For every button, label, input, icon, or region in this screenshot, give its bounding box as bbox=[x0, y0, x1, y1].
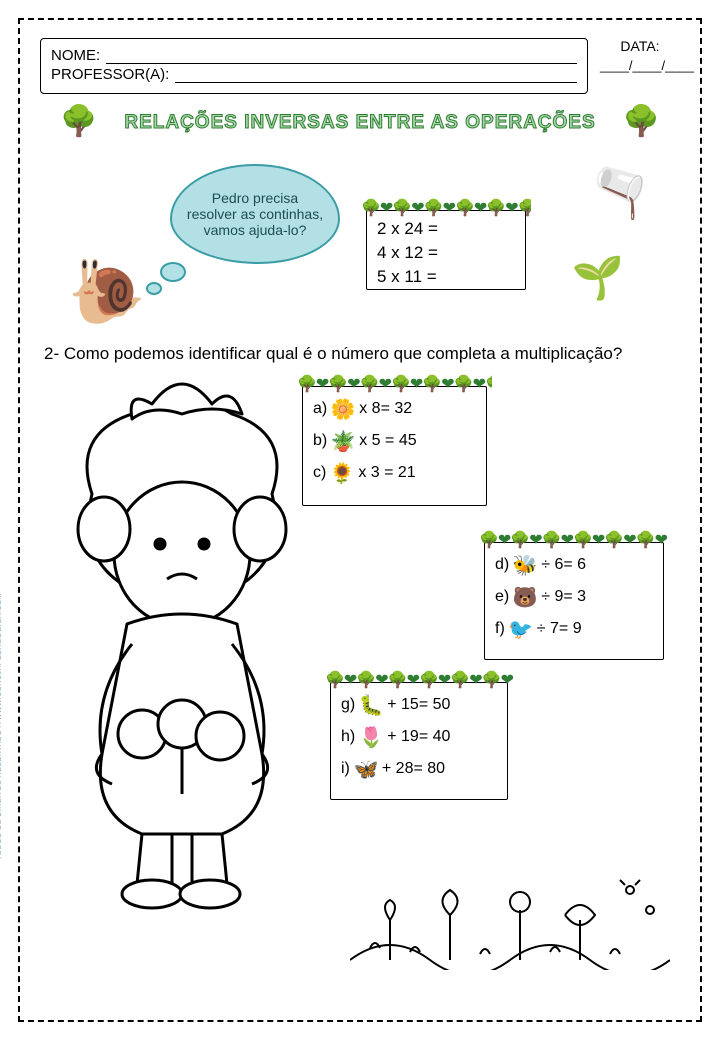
worksheet-page: NOME: PROFESSOR(A): DATA: ____/____/____… bbox=[18, 18, 702, 1022]
garland-icon: 🌳❤🌳❤🌳❤🌳❤🌳❤🌳❤🌳 bbox=[325, 670, 513, 690]
item-letter: a) bbox=[313, 400, 327, 418]
equation-row: c) 🌻 x 3 = 21 bbox=[313, 457, 476, 489]
section-1: Pedro precisa resolver as continhas, vam… bbox=[40, 154, 680, 344]
equation-expr: x 5 = 45 bbox=[359, 432, 416, 450]
equation-row: b) 🪴 x 5 = 45 bbox=[313, 425, 476, 457]
caterpillar-icon: 🐛 bbox=[359, 693, 383, 717]
equation-expr: x 8= 32 bbox=[359, 400, 412, 418]
bubble-dot-icon bbox=[160, 262, 186, 282]
item-letter: c) bbox=[313, 464, 326, 482]
item-letter: f) bbox=[495, 620, 505, 638]
equation-row: g) 🐛 + 15= 50 bbox=[341, 689, 497, 721]
equation-expr: + 15= 50 bbox=[387, 696, 450, 714]
girl-illustration bbox=[32, 374, 322, 914]
plant-icon: 🌱 bbox=[572, 254, 624, 303]
equation-line: 5 x 11 = bbox=[377, 265, 515, 289]
equation-row: e) 🐻 ÷ 9= 3 bbox=[495, 581, 653, 613]
equation-expr: ÷ 9= 3 bbox=[541, 588, 586, 606]
beehive-icon: 🐝 bbox=[513, 553, 537, 577]
item-letter: b) bbox=[313, 432, 327, 450]
teacher-input-line[interactable] bbox=[175, 67, 577, 83]
bubble-dot-icon bbox=[146, 282, 162, 295]
equation-expr: x 3 = 21 bbox=[358, 464, 415, 482]
worksheet-title: RELAÇÕES INVERSAS ENTRE AS OPERAÇÕES bbox=[124, 112, 595, 134]
garland-icon: 🌳❤🌳❤🌳❤🌳❤🌳❤🌳❤🌳 bbox=[361, 198, 531, 218]
bubble-text: Pedro precisa resolver as continhas, vam… bbox=[186, 190, 324, 238]
equation-row: i) 🦋 + 28= 80 bbox=[341, 753, 497, 785]
item-letter: g) bbox=[341, 696, 355, 714]
problem-box-2: 🌳❤🌳❤🌳❤🌳❤🌳❤🌳❤🌳 a) 🌼 x 8= 32 b) 🪴 x 5 = 45… bbox=[302, 386, 487, 506]
item-letter: h) bbox=[341, 728, 355, 746]
watering-can-icon: 🫗 bbox=[590, 164, 650, 221]
question-2: 2- Como podemos identificar qual é o núm… bbox=[40, 344, 680, 364]
garden-illustration bbox=[350, 860, 670, 970]
bird-icon: 🐦 bbox=[509, 617, 533, 641]
equation-expr: ÷ 7= 9 bbox=[537, 620, 582, 638]
problem-box-1: 🌳❤🌳❤🌳❤🌳❤🌳❤🌳❤🌳 2 x 24 = 4 x 12 = 5 x 11 = bbox=[366, 210, 526, 290]
butterfly-icon: 🦋 bbox=[354, 757, 378, 781]
title-row: 🌳 RELAÇÕES INVERSAS ENTRE AS OPERAÇÕES 🌳 bbox=[40, 108, 680, 148]
garland-icon: 🌳❤🌳❤🌳❤🌳❤🌳❤🌳❤🌳 bbox=[479, 530, 669, 550]
name-label: NOME: bbox=[51, 47, 100, 64]
copyright-text: TODOS OS DIREITOS RESERVADO A WWW.CORUJA… bbox=[0, 593, 3, 860]
date-label: DATA: bbox=[600, 38, 680, 54]
item-letter: d) bbox=[495, 556, 509, 574]
equation-expr: ÷ 6= 6 bbox=[541, 556, 586, 574]
problem-box-4: 🌳❤🌳❤🌳❤🌳❤🌳❤🌳❤🌳 g) 🐛 + 15= 50 h) 🌷 + 19= 4… bbox=[330, 682, 508, 800]
equation-expr: + 28= 80 bbox=[382, 760, 445, 778]
date-input-line[interactable]: ____/____/____ bbox=[600, 58, 680, 73]
item-letter: e) bbox=[495, 588, 509, 606]
lower-section: 🌳❤🌳❤🌳❤🌳❤🌳❤🌳❤🌳 a) 🌼 x 8= 32 b) 🪴 x 5 = 45… bbox=[40, 364, 680, 964]
item-letter: i) bbox=[341, 760, 350, 778]
equation-row: d) 🐝 ÷ 6= 6 bbox=[495, 549, 653, 581]
name-block: NOME: PROFESSOR(A): bbox=[40, 38, 588, 94]
flower-icon: 🌼 bbox=[331, 397, 355, 421]
snail-icon: 🐌 bbox=[68, 262, 145, 324]
equation-expr: + 19= 40 bbox=[387, 728, 450, 746]
problem-box-3: 🌳❤🌳❤🌳❤🌳❤🌳❤🌳❤🌳 d) 🐝 ÷ 6= 6 e) 🐻 ÷ 9= 3 f)… bbox=[484, 542, 664, 660]
garland-icon: 🌳❤🌳❤🌳❤🌳❤🌳❤🌳❤🌳 bbox=[297, 374, 492, 394]
equation-row: f) 🐦 ÷ 7= 9 bbox=[495, 613, 653, 645]
name-input-line[interactable] bbox=[106, 48, 577, 64]
bear-icon: 🐻 bbox=[513, 585, 537, 609]
equation-line: 4 x 12 = bbox=[377, 241, 515, 265]
header: NOME: PROFESSOR(A): DATA: ____/____/____ bbox=[40, 38, 680, 94]
equation-row: h) 🌷 + 19= 40 bbox=[341, 721, 497, 753]
date-block: DATA: ____/____/____ bbox=[600, 38, 680, 94]
equation-row: a) 🌼 x 8= 32 bbox=[313, 393, 476, 425]
pot-icon: 🪴 bbox=[331, 429, 355, 453]
sunflower-icon: 🌻 bbox=[330, 461, 354, 485]
thought-bubble: Pedro precisa resolver as continhas, vam… bbox=[170, 164, 340, 264]
tree-icon: 🌳 bbox=[60, 104, 97, 139]
tree-icon: 🌳 bbox=[623, 104, 660, 139]
tulip-icon: 🌷 bbox=[359, 725, 383, 749]
equation-line: 2 x 24 = bbox=[377, 217, 515, 241]
teacher-label: PROFESSOR(A): bbox=[51, 66, 169, 83]
